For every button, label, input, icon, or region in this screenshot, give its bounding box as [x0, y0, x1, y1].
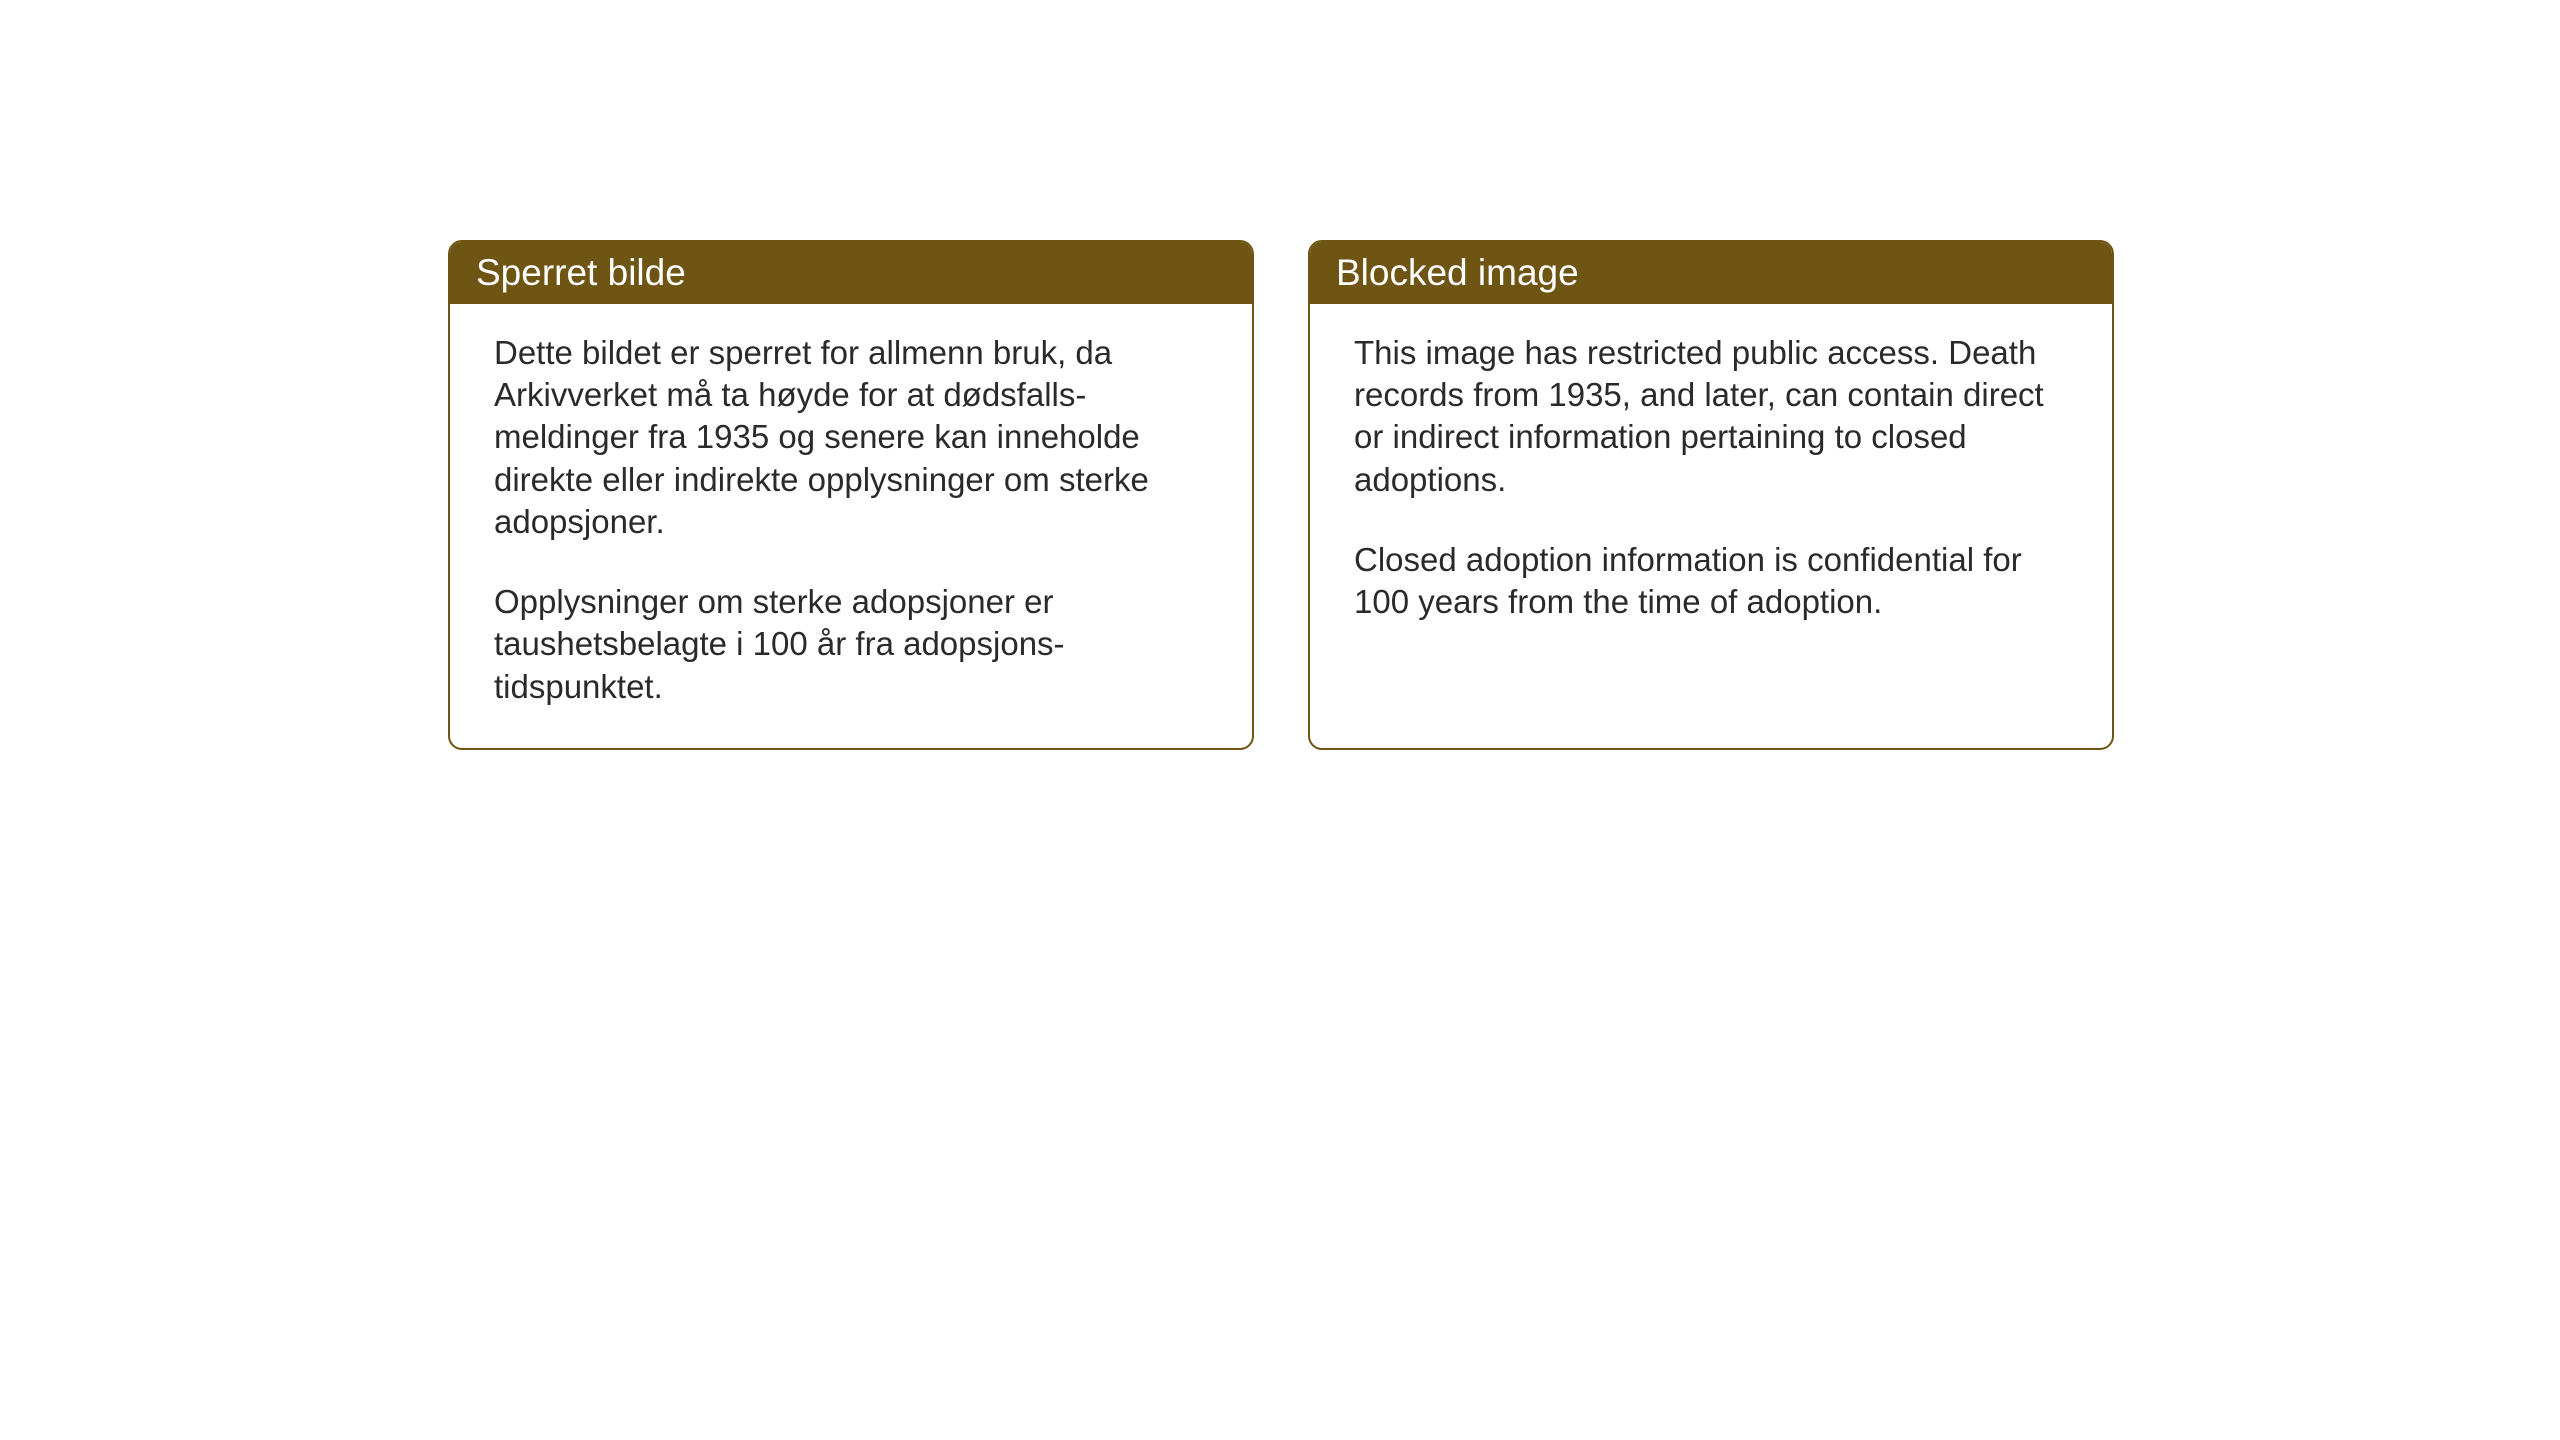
notice-paragraph-2-english: Closed adoption information is confident… [1354, 539, 2068, 623]
notice-body-norwegian: Dette bildet er sperret for allmenn bruk… [450, 304, 1252, 748]
notice-card-norwegian: Sperret bilde Dette bildet er sperret fo… [448, 240, 1254, 750]
notice-header-english: Blocked image [1310, 242, 2112, 304]
notice-card-english: Blocked image This image has restricted … [1308, 240, 2114, 750]
notice-header-norwegian: Sperret bilde [450, 242, 1252, 304]
notice-paragraph-1-english: This image has restricted public access.… [1354, 332, 2068, 501]
notice-paragraph-1-norwegian: Dette bildet er sperret for allmenn bruk… [494, 332, 1208, 543]
notice-container: Sperret bilde Dette bildet er sperret fo… [448, 240, 2114, 750]
notice-paragraph-2-norwegian: Opplysninger om sterke adopsjoner er tau… [494, 581, 1208, 708]
notice-body-english: This image has restricted public access.… [1310, 304, 2112, 663]
